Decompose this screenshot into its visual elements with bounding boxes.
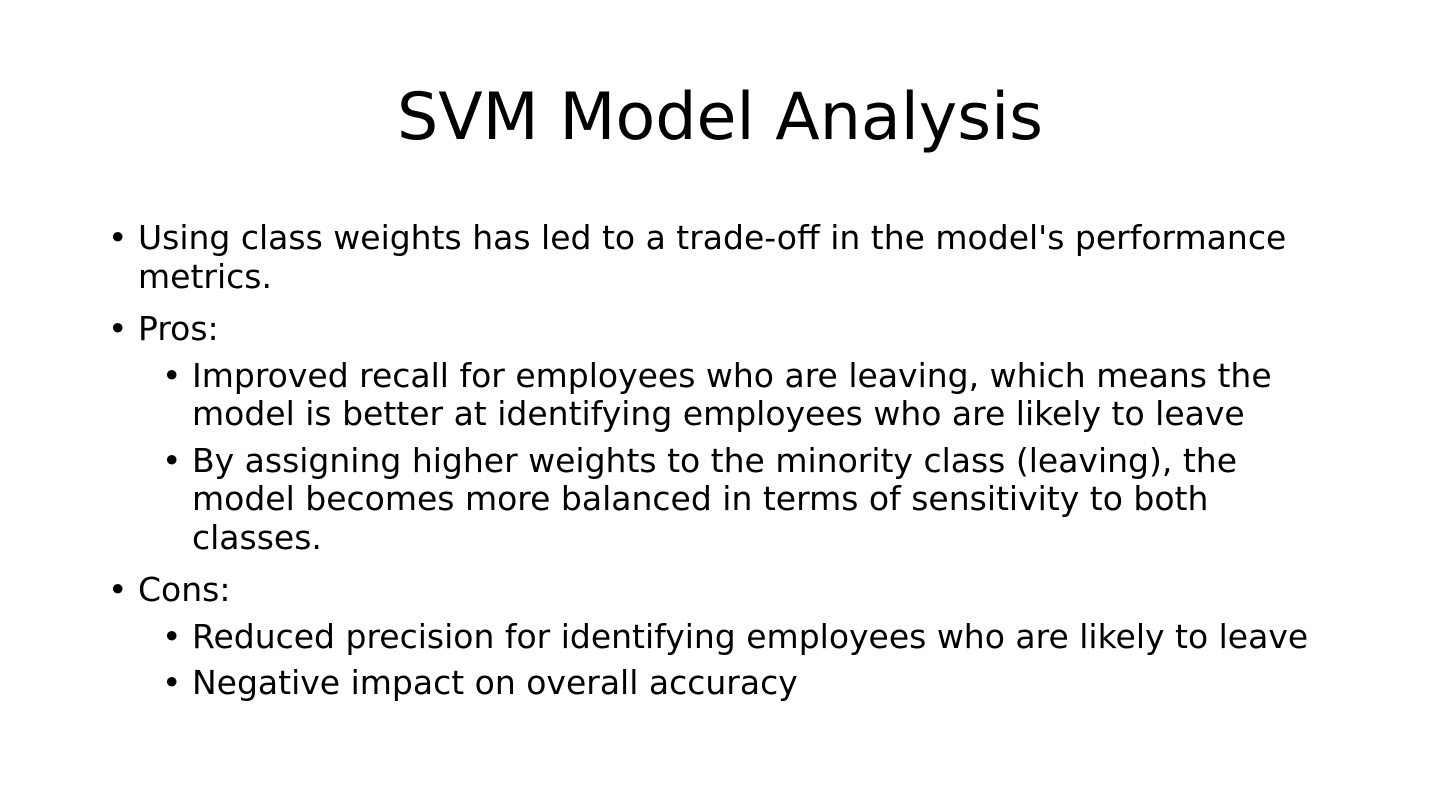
bullet-pros-label: Pros: bbox=[108, 309, 1318, 349]
bullet-cons-item: Negative impact on overall accuracy bbox=[162, 663, 1318, 703]
bullet-cons-item: Reduced precision for identifying employ… bbox=[162, 617, 1318, 657]
bullet-cons-label: Cons: bbox=[108, 570, 1318, 610]
bullet-pros-item: Improved recall for employees who are le… bbox=[162, 356, 1318, 434]
bullet-pros-item: By assigning higher weights to the minor… bbox=[162, 441, 1318, 558]
bullet-intro: Using class weights has led to a trade-o… bbox=[108, 218, 1318, 296]
bullet-list: Using class weights has led to a trade-o… bbox=[108, 218, 1318, 703]
slide-title: SVM Model Analysis bbox=[396, 80, 1044, 155]
